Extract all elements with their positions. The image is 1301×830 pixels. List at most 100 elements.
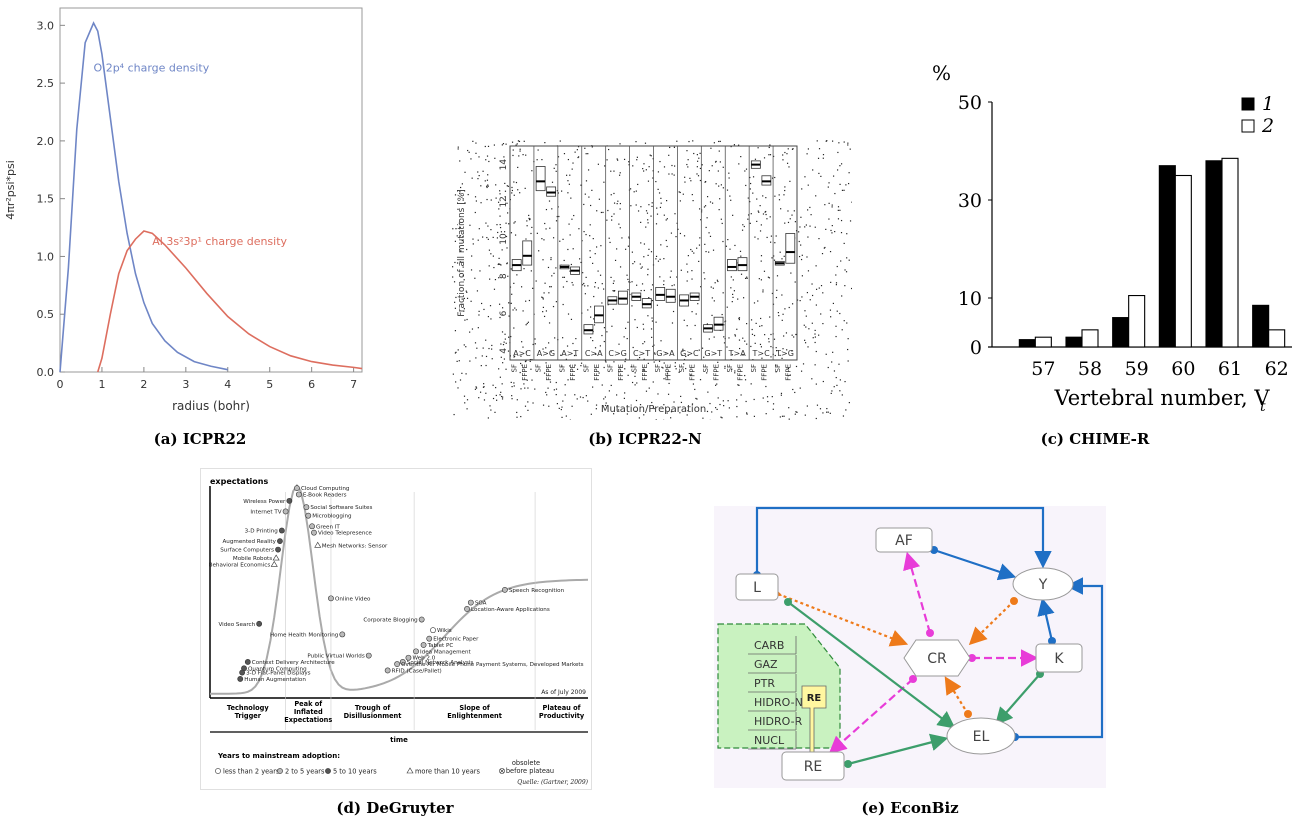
prep-label: FFPE	[593, 364, 601, 381]
box-T>A-FFPE	[737, 257, 748, 272]
y-tick-label: 10	[499, 233, 509, 245]
box-G>C-FFPE	[689, 292, 700, 301]
hype-label: Home Health Monitoring	[270, 632, 339, 638]
hype-label: Surface Computers	[220, 548, 274, 554]
caption-a: (a) ICPR22	[153, 430, 247, 448]
hype-marker-9	[277, 538, 283, 545]
hype-marker-12	[272, 554, 280, 561]
hype-label: Wireless Power	[243, 499, 286, 505]
hype-marker-16	[418, 616, 425, 623]
as-of-label: As of July 2009	[541, 689, 586, 696]
hype-marker-20	[467, 599, 474, 606]
y-tick-label: 12	[499, 196, 509, 207]
chart-c: 0 10 30 50% 57 58 59 60 61 62 12 Vertebral number, …	[932, 61, 1292, 415]
box-C>G-SF	[607, 296, 618, 305]
legend-label-1: 1	[1262, 93, 1274, 115]
group-label: C>A	[585, 349, 603, 358]
legend-marker-d	[406, 767, 414, 774]
hype-label: Online Video	[335, 596, 371, 602]
hype-label: Microblogging	[312, 514, 352, 520]
group-item-nucl: NUCL	[754, 734, 785, 747]
bar-1-60	[1158, 165, 1176, 348]
prep-label: SF	[750, 364, 758, 372]
x-axis-label-sub: t	[1260, 399, 1266, 415]
caption-c: (c) CHIME-R	[1040, 430, 1150, 448]
x-tick-label: 5	[266, 378, 273, 391]
caption-e: (e) EconBiz	[861, 799, 959, 817]
diagram-e: CARB GAZ PTR HIDRO-NR HIDRO-R NUCL RE AF	[714, 506, 1106, 788]
panel-b: 4 6 8 10 12 14 A>C SF FFPE A>G SF FFPE A>T SF FFPE C>A S…	[452, 140, 853, 422]
hype-label: Corporate Blogging	[363, 618, 418, 624]
hype-marker-13	[270, 560, 278, 567]
phase-label: Peak of Inflated Expectations	[284, 700, 332, 724]
panel-c: 0 10 30 50% 57 58 59 60 61 62 1 2 Vertebral number, …	[920, 50, 1300, 430]
hype-marker-32	[239, 669, 246, 676]
group-label: G>C	[680, 349, 699, 358]
box-A>G-FFPE	[546, 186, 557, 197]
prep-label: SF	[559, 364, 567, 372]
hype-marker-27	[399, 659, 406, 665]
prep-label: FFPE	[689, 364, 697, 381]
y-tick-label: 10	[958, 288, 982, 310]
hype-marker-3	[303, 504, 310, 511]
hype-label: Speech Recognition	[509, 588, 565, 594]
x-tick-label: 1	[98, 378, 105, 391]
svg-text:CR: CR	[927, 651, 947, 667]
hype-label: 3-D Flat-Panel Displays	[246, 671, 311, 677]
bar-1-61	[1205, 160, 1223, 348]
box-C>G-FFPE	[617, 290, 628, 305]
group-label: C>G	[608, 349, 627, 358]
legend-swatch-1	[1241, 97, 1255, 111]
phase-label: Slope of Enlightenment	[447, 704, 502, 720]
prep-label: FFPE	[521, 364, 529, 381]
phase-label: Trough of Disillusionment	[344, 704, 402, 720]
svg-text:Y: Y	[1038, 577, 1048, 593]
prep-label: SF	[606, 364, 614, 372]
group-item-hidro-nr: HIDRO-NR	[754, 696, 811, 709]
prep-label: FFPE	[617, 364, 625, 381]
legend-label-e: obsolete before plateau	[506, 759, 554, 775]
prep-label: SF	[582, 364, 590, 372]
box-T>C-FFPE	[761, 175, 772, 186]
annotation-1: Al 3s²3p¹ charge density	[152, 235, 287, 248]
y-tick-label: 2.0	[37, 135, 55, 148]
box-A>T-FFPE	[570, 266, 580, 275]
y-tick-label: 4	[499, 348, 509, 354]
legend-swatch-2	[1241, 119, 1255, 133]
prep-label: FFPE	[784, 364, 792, 381]
panel-e: CARB GAZ PTR HIDRO-NR HIDRO-R NUCL RE AF	[700, 498, 1110, 790]
node-l: L	[735, 573, 779, 601]
legend-marker-c	[325, 768, 331, 774]
svg-text:RE: RE	[807, 693, 822, 704]
x-tick-label: 62	[1265, 358, 1289, 380]
node-af: AF	[875, 527, 933, 553]
hype-label: Web 2.0	[412, 656, 435, 662]
y-axis-label: %	[932, 61, 951, 85]
node-re: RE	[781, 751, 845, 781]
box-T>C-SF	[750, 160, 761, 169]
hype-label: Public Virtual Worlds	[307, 654, 364, 660]
group-label: C>T	[633, 349, 650, 358]
chart-a: 0 1 2 3 4 5 6 7 0.0 0.5 1.0 1.5 2.0 2.5 3.0 O 2p⁴ charg…	[4, 7, 363, 413]
box-A>C-FFPE	[522, 240, 533, 266]
edge-el-cr	[944, 676, 969, 715]
prep-label: FFPE	[665, 364, 673, 381]
box-G>T-FFPE	[713, 316, 724, 331]
hype-label: Context Delivery Architecture	[252, 660, 335, 666]
bar-2-58	[1081, 329, 1099, 348]
hype-marker-25	[413, 648, 419, 655]
series-line-1	[96, 230, 363, 373]
svg-text:AF: AF	[895, 533, 913, 549]
hype-label: Cloud Computing	[301, 486, 350, 492]
y-tick-label: 6	[499, 310, 509, 316]
group-item-gaz: GAZ	[754, 658, 778, 671]
hype-marker-14	[328, 595, 334, 602]
x-axis-label: time	[390, 736, 408, 744]
edge-l-cr	[762, 581, 909, 647]
bar-1-62	[1252, 304, 1270, 348]
x-axis-label: Mutation/Preparation	[601, 404, 706, 415]
group-label: G>A	[656, 349, 675, 358]
annotation-0: O 2p⁴ charge density	[94, 62, 210, 75]
y-axis-label: Fraction of all mutations [%]	[457, 189, 467, 317]
